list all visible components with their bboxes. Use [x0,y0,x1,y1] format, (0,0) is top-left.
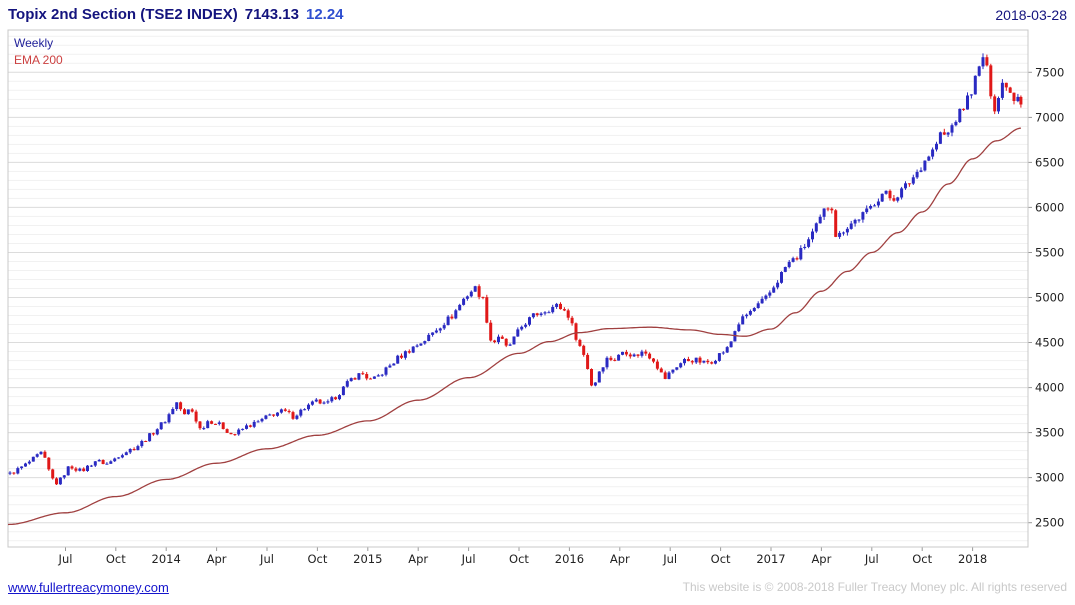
legend-weekly-label: Weekly [14,36,54,50]
page-title: Topix 2nd Section (TSE2 INDEX) [8,6,238,23]
y-tick-label: 6500 [1035,155,1064,169]
y-tick-label: 3000 [1035,471,1064,485]
y-tick-label: 5000 [1035,291,1064,305]
y-tick-label: 4000 [1035,381,1064,395]
x-tick-label: Jul [461,552,476,566]
copyright-text: This website is © 2008-2018 Fuller Treac… [682,580,1067,594]
y-tick-label: 2500 [1035,516,1064,530]
y-tick-label: 5500 [1035,246,1064,260]
x-tick-label: Apr [207,552,227,566]
y-tick-label: 3500 [1035,426,1064,440]
candlestick-series [8,53,1023,485]
change-value: 12.24 [305,6,344,23]
x-tick-label: Jul [259,552,274,566]
x-tick-label: Apr [610,552,630,566]
legend-ema-label: EMA 200 [14,53,63,67]
x-tick-label: 2015 [353,552,382,566]
chart-header: Topix 2nd Section (TSE2 INDEX) 7143.13 12.… [0,0,1075,30]
x-tick-label: Apr [408,552,428,566]
x-tick-label: 2018 [958,552,987,566]
x-tick-label: Oct [307,552,327,566]
chart-legend: Weekly EMA 200 [14,35,63,69]
title-line: Topix 2nd Section (TSE2 INDEX) 7143.13 12.… [8,6,344,23]
x-tick-label: Oct [912,552,932,566]
x-tick-label: Jul [662,552,677,566]
x-tick-label: 2016 [555,552,584,566]
x-tick-label: Oct [509,552,529,566]
last-price: 7143.13 [244,6,299,23]
x-tick-label: Jul [864,552,879,566]
grid-minor [8,35,1028,542]
x-tick-label: Oct [106,552,126,566]
page-footer: www.fullertreacymoney.com This website i… [0,576,1075,596]
x-tick-label: Apr [811,552,831,566]
x-axis: Jul Oct 2014 Apr Jul Oct 2015 Apr Jul Oct 2016 Apr J… [58,547,987,566]
x-tick-label: 2017 [756,552,785,566]
y-tick-label: 7000 [1035,110,1064,124]
x-tick-label: Oct [711,552,731,566]
y-tick-label: 6000 [1035,200,1064,214]
grid-major [8,71,1028,524]
x-tick-label: Jul [58,552,73,566]
date-label: 2018-03-28 [995,7,1067,23]
x-tick-label: 2014 [152,552,181,566]
plot-border [7,29,1029,548]
ema-line [7,127,1021,526]
y-axis: 2500 3000 3500 4000 4500 5000 5500 6000 6500 7000… [1028,65,1064,530]
y-tick-label: 4500 [1035,336,1064,350]
website-link[interactable]: www.fullertreacymoney.com [8,580,169,595]
y-tick-label: 7500 [1035,65,1064,79]
